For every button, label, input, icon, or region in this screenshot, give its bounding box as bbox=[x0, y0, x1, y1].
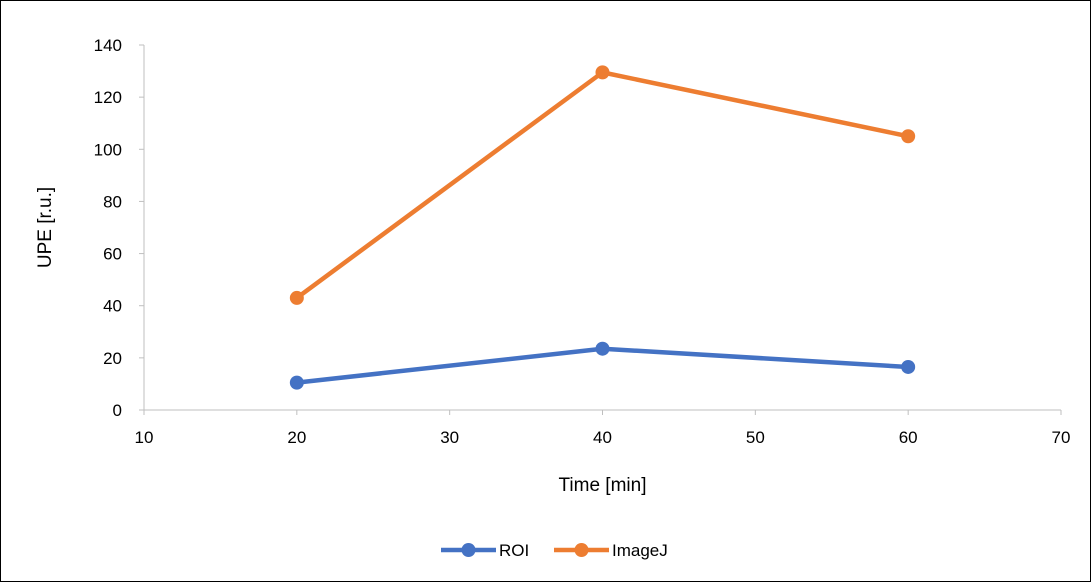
legend-marker bbox=[461, 543, 476, 557]
data-point bbox=[289, 290, 304, 305]
x-tick-label: 20 bbox=[287, 428, 306, 447]
series-imagej bbox=[289, 65, 916, 305]
series-line bbox=[294, 70, 911, 301]
legend-label: ROI bbox=[499, 541, 529, 560]
y-tick-label: 20 bbox=[103, 349, 122, 368]
legend-item-imagej: ImageJ bbox=[554, 541, 668, 560]
x-tick-label: 70 bbox=[1052, 428, 1071, 447]
legend: ROI ImageJ bbox=[441, 541, 668, 560]
legend-item-roi: ROI bbox=[441, 541, 529, 560]
x-tick-label: 40 bbox=[593, 428, 612, 447]
legend-marker bbox=[574, 543, 589, 557]
y-axis-title: UPE [r.u.] bbox=[35, 187, 56, 268]
data-point bbox=[901, 129, 916, 144]
data-point bbox=[901, 359, 916, 374]
y-tick-label: 0 bbox=[113, 401, 122, 420]
data-point bbox=[595, 65, 610, 80]
y-tick-label: 100 bbox=[94, 140, 122, 159]
y-tick-label: 40 bbox=[103, 297, 122, 316]
x-tick-label: 60 bbox=[899, 428, 918, 447]
x-tick-label: 30 bbox=[440, 428, 459, 447]
y-tick-label: 60 bbox=[103, 245, 122, 264]
data-point bbox=[289, 375, 304, 390]
series-layer bbox=[289, 65, 916, 390]
series-roi bbox=[289, 341, 916, 390]
x-tick-label: 10 bbox=[135, 428, 154, 447]
x-axis-title: Time [min] bbox=[559, 475, 647, 496]
legend-label: ImageJ bbox=[612, 541, 668, 560]
y-tick-label: 140 bbox=[94, 36, 122, 55]
y-tick-label: 120 bbox=[94, 88, 122, 107]
data-point bbox=[595, 341, 610, 356]
x-tick-label: 50 bbox=[746, 428, 765, 447]
y-tick-label: 80 bbox=[103, 192, 122, 211]
axes: 10 20 30 40 50 60 70 0 20 40 60 80 100 120 140 bbox=[94, 36, 1071, 447]
